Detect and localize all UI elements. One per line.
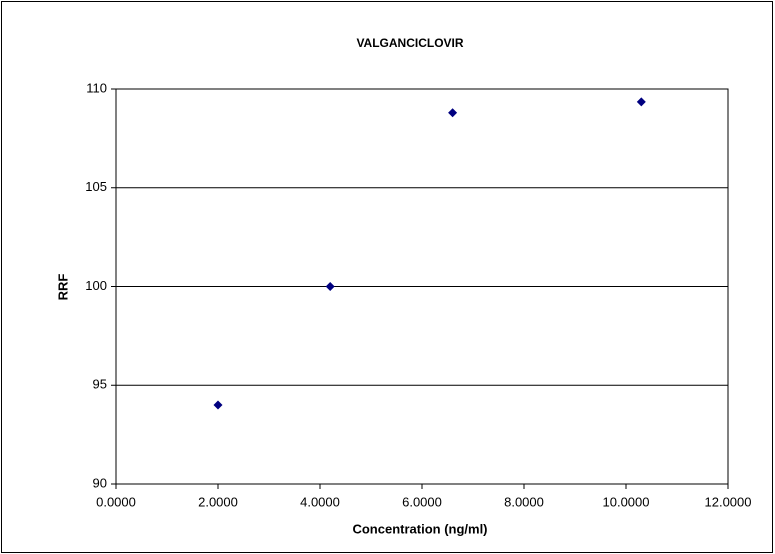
y-tick-label: 105 [85, 179, 107, 194]
x-tick-label: 0.0000 [96, 494, 136, 509]
y-axis-label: RRF [55, 274, 70, 301]
x-tick-label: 8.0000 [504, 494, 544, 509]
y-tick-label: 90 [93, 475, 107, 490]
data-point [213, 400, 223, 410]
data-point [448, 108, 458, 118]
y-tick-label: 100 [85, 278, 107, 293]
x-tick-label: 2.0000 [198, 494, 238, 509]
x-tick-label: 6.0000 [402, 494, 442, 509]
y-tick-label: 95 [93, 377, 107, 392]
chart-title: VALGANCICLOVIR [356, 36, 463, 50]
data-point [636, 97, 646, 107]
x-tick-label: 10.0000 [603, 494, 650, 509]
x-tick-label: 12.0000 [705, 494, 752, 509]
x-axis-label: Concentration (ng/ml) [352, 521, 487, 536]
y-tick-label: 110 [86, 80, 107, 95]
x-tick-label: 4.0000 [300, 494, 340, 509]
data-point [325, 282, 335, 291]
